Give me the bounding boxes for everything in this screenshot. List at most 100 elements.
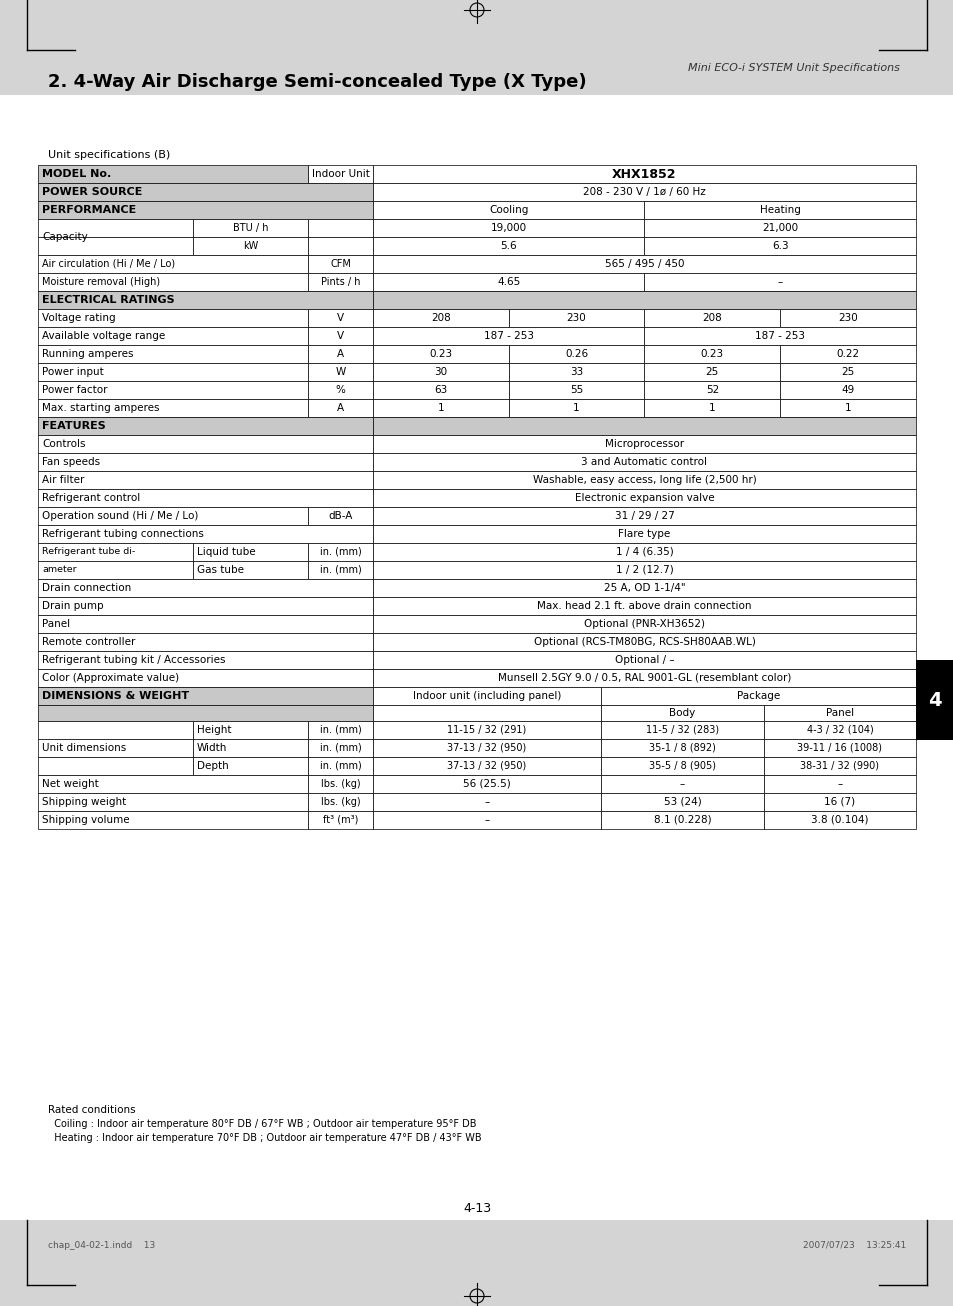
Bar	[373, 739, 600, 757]
Bar	[373, 507, 915, 525]
Text: 230: 230	[838, 313, 857, 323]
Text: 0.23: 0.23	[700, 349, 723, 359]
Bar	[373, 310, 508, 326]
Bar	[373, 345, 508, 363]
Bar	[644, 310, 780, 326]
Text: dB-A: dB-A	[328, 511, 353, 521]
Text: Power factor: Power factor	[42, 385, 108, 394]
Bar	[38, 793, 308, 811]
Text: chap_04-02-1.indd    13: chap_04-02-1.indd 13	[48, 1241, 155, 1250]
Text: PERFORMANCE: PERFORMANCE	[42, 205, 136, 215]
Bar	[193, 739, 308, 757]
Text: 230: 230	[566, 313, 586, 323]
Text: DIMENSIONS & WEIGHT: DIMENSIONS & WEIGHT	[42, 691, 189, 701]
Text: 19,000: 19,000	[490, 223, 526, 232]
Text: 187 - 253: 187 - 253	[483, 330, 533, 341]
Text: Package: Package	[736, 691, 780, 701]
Text: Panel: Panel	[825, 708, 853, 718]
Text: 187 - 253: 187 - 253	[755, 330, 804, 341]
Bar	[308, 219, 373, 236]
Text: Drain connection: Drain connection	[42, 582, 132, 593]
Bar	[373, 687, 600, 705]
Text: 35-5 / 8 (905): 35-5 / 8 (905)	[648, 761, 716, 771]
Bar	[193, 757, 308, 774]
Text: 4.65: 4.65	[497, 277, 519, 287]
Bar	[193, 543, 308, 562]
Text: 37-13 / 32 (950): 37-13 / 32 (950)	[447, 761, 526, 771]
Bar	[644, 201, 915, 219]
Bar	[780, 310, 915, 326]
Bar	[508, 381, 644, 400]
Text: Available voltage range: Available voltage range	[42, 330, 165, 341]
Text: Width: Width	[196, 743, 227, 754]
Bar	[373, 597, 915, 615]
Bar	[38, 633, 373, 650]
Bar	[600, 739, 763, 757]
Text: Air circulation (Hi / Me / Lo): Air circulation (Hi / Me / Lo)	[42, 259, 175, 269]
Text: Mini ECO-i SYSTEM Unit Specifications: Mini ECO-i SYSTEM Unit Specifications	[687, 63, 899, 73]
Text: in. (mm): in. (mm)	[319, 725, 361, 735]
Bar	[308, 326, 373, 345]
Bar	[308, 757, 373, 774]
Bar	[38, 562, 193, 579]
Bar	[763, 811, 915, 829]
Text: 2007/07/23    13:25:41: 2007/07/23 13:25:41	[801, 1241, 905, 1250]
Text: Refrigerant control: Refrigerant control	[42, 492, 140, 503]
Bar	[308, 255, 373, 273]
Text: Refrigerant tubing kit / Accessories: Refrigerant tubing kit / Accessories	[42, 656, 225, 665]
Bar	[308, 236, 373, 255]
Text: Air filter: Air filter	[42, 475, 84, 485]
Bar	[373, 291, 915, 310]
Text: Washable, easy access, long life (2,500 hr): Washable, easy access, long life (2,500 …	[532, 475, 756, 485]
Text: Fan speeds: Fan speeds	[42, 457, 100, 468]
Text: in. (mm): in. (mm)	[319, 743, 361, 754]
Text: 208: 208	[431, 313, 450, 323]
Text: Pints / h: Pints / h	[320, 277, 360, 287]
Text: Microprocessor: Microprocessor	[604, 439, 683, 449]
Text: Max. starting amperes: Max. starting amperes	[42, 404, 159, 413]
Bar	[308, 543, 373, 562]
Text: Flare type: Flare type	[618, 529, 670, 539]
Bar	[308, 811, 373, 829]
Bar	[38, 597, 373, 615]
Text: lbs. (kg): lbs. (kg)	[320, 778, 360, 789]
Bar	[38, 400, 308, 417]
Text: 208 - 230 V / 1ø / 60 Hz: 208 - 230 V / 1ø / 60 Hz	[582, 187, 705, 197]
Text: Moisture removal (High): Moisture removal (High)	[42, 277, 160, 287]
Bar	[373, 417, 915, 435]
Bar	[373, 721, 600, 739]
Text: 38-31 / 32 (990): 38-31 / 32 (990)	[800, 761, 879, 771]
Text: 1: 1	[573, 404, 579, 413]
Bar	[373, 183, 915, 201]
Bar	[373, 326, 644, 345]
Bar	[308, 562, 373, 579]
Text: 1 / 4 (6.35): 1 / 4 (6.35)	[615, 547, 673, 556]
Bar	[38, 326, 308, 345]
Bar	[644, 363, 780, 381]
Bar	[38, 757, 193, 774]
Text: CFM: CFM	[330, 259, 351, 269]
Bar	[780, 381, 915, 400]
Bar	[780, 400, 915, 417]
Bar	[308, 774, 373, 793]
Text: 25: 25	[705, 367, 719, 377]
Bar	[193, 721, 308, 739]
Text: A: A	[336, 349, 344, 359]
Text: Unit specifications (B): Unit specifications (B)	[48, 150, 170, 161]
Text: Heating : Indoor air temperature 70°F DB ; Outdoor air temperature 47°F DB / 43°: Heating : Indoor air temperature 70°F DB…	[48, 1134, 481, 1143]
Text: Munsell 2.5GY 9.0 / 0.5, RAL 9001-GL (resemblant color): Munsell 2.5GY 9.0 / 0.5, RAL 9001-GL (re…	[497, 673, 790, 683]
Bar	[644, 273, 915, 291]
Bar	[38, 453, 373, 471]
Text: 35-1 / 8 (892): 35-1 / 8 (892)	[648, 743, 715, 754]
Bar	[508, 345, 644, 363]
Text: 4: 4	[927, 691, 941, 709]
Text: Electronic expansion valve: Electronic expansion valve	[574, 492, 714, 503]
Bar	[644, 400, 780, 417]
Bar	[373, 453, 915, 471]
Text: Operation sound (Hi / Me / Lo): Operation sound (Hi / Me / Lo)	[42, 511, 198, 521]
Bar	[38, 721, 193, 739]
Text: 3 and Automatic control: 3 and Automatic control	[581, 457, 707, 468]
Bar	[373, 255, 915, 273]
Text: ft³ (m³): ft³ (m³)	[322, 815, 357, 825]
Bar	[644, 326, 915, 345]
